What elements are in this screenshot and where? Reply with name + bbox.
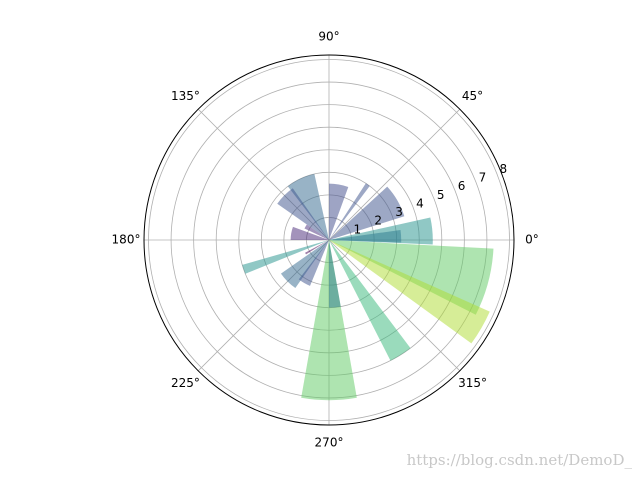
bar	[242, 240, 329, 274]
bar	[298, 240, 329, 286]
r-tick-label: 6	[458, 179, 466, 193]
bar	[329, 240, 490, 344]
bar	[304, 224, 329, 240]
r-tick-label: 8	[499, 162, 507, 176]
bar	[329, 240, 341, 308]
polar-frame	[143, 54, 515, 426]
r-tick-label: 5	[437, 188, 445, 202]
r-tick-label: 1	[354, 222, 362, 236]
watermark: https://blog.csdn.net/DemoD_	[407, 451, 633, 469]
bar	[329, 186, 405, 240]
bar	[290, 226, 329, 240]
bar	[301, 240, 357, 401]
bar	[277, 188, 329, 240]
bar	[305, 240, 329, 255]
theta-tick-label: 90°	[318, 30, 339, 44]
r-tick-label: 4	[416, 196, 424, 210]
r-tick-label: 7	[479, 171, 487, 185]
bar	[329, 183, 370, 240]
r-tick-label: 2	[374, 214, 382, 228]
theta-tick-label: 225°	[171, 376, 200, 390]
bars	[242, 173, 494, 401]
theta-tick-label: 315°	[458, 376, 487, 390]
theta-tick-label: 270°	[315, 436, 344, 450]
bar	[287, 173, 329, 240]
theta-tick-label: 180°	[112, 233, 141, 247]
theta-tick-label: 45°	[462, 89, 483, 103]
bar	[329, 183, 349, 240]
grid-spoke	[328, 108, 461, 241]
r-tick-label: 3	[395, 205, 403, 219]
bar	[329, 229, 402, 243]
bar	[280, 240, 329, 289]
bar	[329, 240, 411, 361]
theta-tick-label: 135°	[171, 89, 200, 103]
grid-spoke	[328, 239, 461, 372]
theta-tick-label: 0°	[525, 233, 539, 247]
